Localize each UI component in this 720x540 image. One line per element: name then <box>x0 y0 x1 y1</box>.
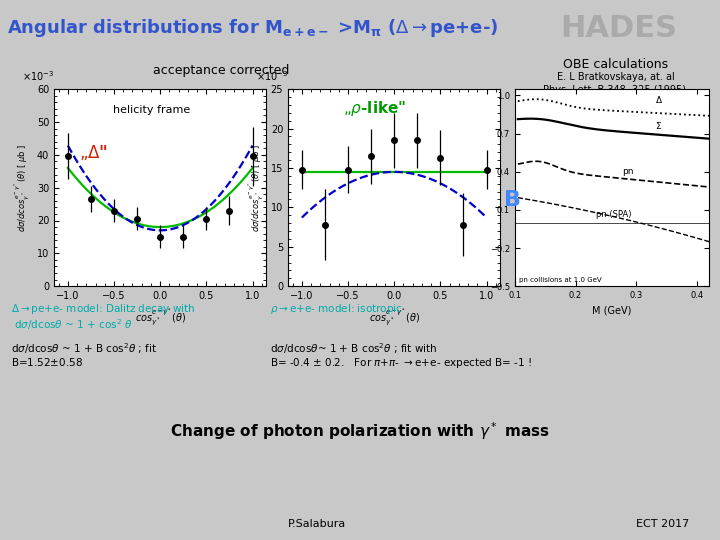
Y-axis label: $d\sigma/dcos_{\gamma^*}^{e^-\gamma^*}$($\theta$) [ $\mu$b ]: $d\sigma/dcos_{\gamma^*}^{e^-\gamma^*}$(… <box>12 144 31 232</box>
Text: d$\sigma$/dcos$\theta$ ~ 1 + cos$^2$ $\theta$: d$\sigma$/dcos$\theta$ ~ 1 + cos$^2$ $\t… <box>11 318 132 332</box>
Text: ECT 2017: ECT 2017 <box>636 519 689 529</box>
Text: B= -0.4 $\pm$ 0.2.   For $\pi$+$\pi$- $\rightarrow$e+e- expected B= -1 !: B= -0.4 $\pm$ 0.2. For $\pi$+$\pi$- $\ri… <box>270 356 532 370</box>
Text: acceptance corrected: acceptance corrected <box>153 64 289 77</box>
Text: pn (SPA): pn (SPA) <box>596 210 632 219</box>
Text: P.Salabura: P.Salabura <box>288 519 346 529</box>
Text: $\Delta$: $\Delta$ <box>654 94 663 105</box>
Text: $\Sigma$: $\Sigma$ <box>654 119 662 131</box>
Text: $\times10^{-3}$: $\times10^{-3}$ <box>22 70 54 83</box>
Text: helicity frame: helicity frame <box>114 105 191 115</box>
Text: $\rho\rightarrow$e+e- model: isotropic: $\rho\rightarrow$e+e- model: isotropic <box>270 302 402 316</box>
Text: HADES: HADES <box>561 14 678 43</box>
Text: „$\rho$-like": „$\rho$-like" <box>343 99 407 118</box>
Text: pn collisions at 1.0 GeV: pn collisions at 1.0 GeV <box>518 277 601 284</box>
Text: „$\Delta$": „$\Delta$" <box>79 143 109 162</box>
Text: OBE calculations: OBE calculations <box>563 58 668 71</box>
Text: d$\sigma$/dcos$\theta$~ 1 + B cos$^2\theta$ ; fit with: d$\sigma$/dcos$\theta$~ 1 + B cos$^2\the… <box>270 341 437 356</box>
Text: E. L Bratkovskaya, at. al: E. L Bratkovskaya, at. al <box>557 72 675 83</box>
Y-axis label: $d\sigma/dcos_{\gamma^*}^{e^-\gamma^*}$($\theta$) [ $\mu$b ]: $d\sigma/dcos_{\gamma^*}^{e^-\gamma^*}$(… <box>246 144 265 232</box>
Text: $\Delta\rightarrow$pe+e- model: Dalitz decay with: $\Delta\rightarrow$pe+e- model: Dalitz d… <box>11 302 195 316</box>
X-axis label: $cos_{\gamma^*}^{e^-\gamma^*}$($\theta$): $cos_{\gamma^*}^{e^-\gamma^*}$($\theta$) <box>135 307 186 328</box>
Text: Angular distributions for M$_{\mathbf{e+e-}}$ >M$_{\mathbf{\pi}}$ ($\Delta\right: Angular distributions for M$_{\mathbf{e+… <box>7 17 498 39</box>
Text: d$\sigma$/dcos$\theta$ ~ 1 + B cos$^2\theta$ ; fit: d$\sigma$/dcos$\theta$ ~ 1 + B cos$^2\th… <box>11 341 157 356</box>
X-axis label: M (GeV): M (GeV) <box>593 306 631 315</box>
Text: Phys. Lett. B 348, 325 (1995).: Phys. Lett. B 348, 325 (1995). <box>543 85 688 96</box>
Text: B=1.52$\pm$0.58: B=1.52$\pm$0.58 <box>11 356 83 368</box>
Text: Change of photon polarization with $\gamma^*$ mass: Change of photon polarization with $\gam… <box>170 420 550 442</box>
Text: pn: pn <box>622 167 633 176</box>
Text: B: B <box>504 190 521 210</box>
X-axis label: $cos_{\gamma^*}^{e^-\gamma^*}$($\theta$): $cos_{\gamma^*}^{e^-\gamma^*}$($\theta$) <box>369 307 420 328</box>
Text: $\times10^{-3}$: $\times10^{-3}$ <box>256 70 288 83</box>
